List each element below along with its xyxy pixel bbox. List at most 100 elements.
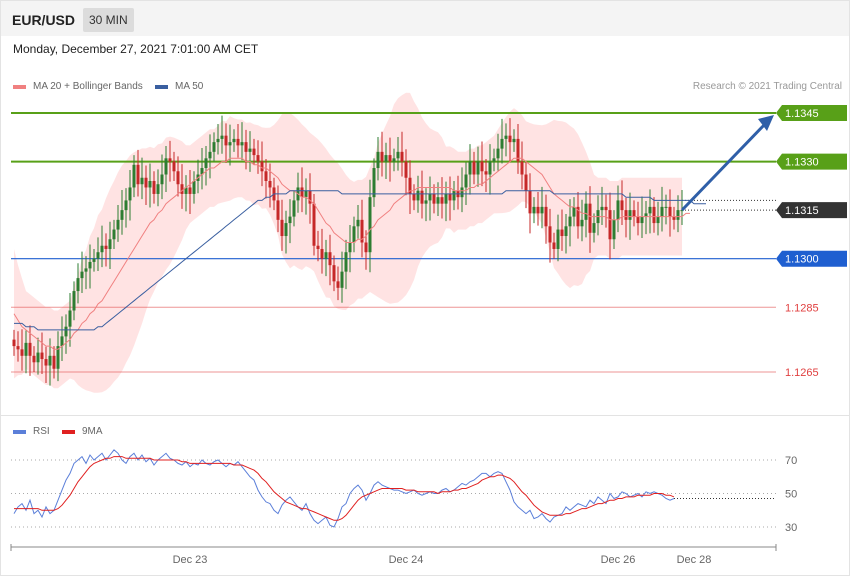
legend-ma20-label: MA 20 + Bollinger Bands [33,81,143,92]
candle-body [348,242,352,253]
candle-body [424,200,428,204]
candle-body [504,135,508,139]
x-tick-label: Dec 23 [173,554,208,566]
candle-body [68,310,72,327]
candle-body [476,161,480,175]
level-label-1.1315: 1.1315 [785,205,819,217]
forecast-arrow-shaft [680,121,768,212]
candle-body [584,203,588,220]
candle-body [72,291,76,311]
rsi-level-label-30: 30 [785,522,797,534]
legend-rsi: RSI [13,426,50,437]
candle-body [216,138,220,143]
legend-rsi-label: RSI [33,426,50,437]
candle-body [564,226,568,237]
candle-body [516,138,520,162]
candle-body [472,161,476,175]
candle-body [224,135,228,146]
level-label-1.1265: 1.1265 [785,367,819,379]
candle-body [240,142,244,146]
candle-body [40,352,44,360]
candle-body [480,161,484,172]
level-tag-1.1330 [776,153,847,170]
candle-body [84,268,88,272]
candle-body [520,161,524,175]
candle-body [640,216,644,224]
candle-body [488,161,492,175]
candle-body [544,206,548,227]
candle-body [264,171,268,181]
candle-body [388,155,392,162]
candle-body [460,187,464,198]
candle-body [308,190,312,204]
level-label-1.1300: 1.1300 [785,254,819,266]
candle-body [268,180,272,188]
candle-body [336,281,340,288]
candle-body [420,190,424,204]
candle-body [144,177,148,188]
candle-body [440,197,444,204]
candle-body [580,219,584,227]
candle-body [468,161,472,175]
candle-body [608,210,612,240]
candle-body [652,206,656,224]
rsi-level-label-50: 50 [785,489,797,501]
candle-body [316,245,320,249]
candle-body [452,190,456,201]
candle-body [532,206,536,214]
candle-body [416,190,420,201]
candle-body [444,193,448,204]
candle-body [128,187,132,201]
level-tag-1.1300 [776,250,847,267]
rsi-level-label-70: 70 [785,455,797,467]
candle-body [140,177,144,185]
candle-body [356,219,360,227]
candle-body [176,171,180,185]
candle-body [508,135,512,143]
candle-body [288,216,292,224]
level-label-1.1285: 1.1285 [785,302,819,314]
candle-body [200,168,204,175]
header-bar: EUR/USD 30 MIN [1,1,849,36]
candle-body [248,148,252,152]
candle-body [112,229,116,240]
candle-body [628,210,632,220]
rsi-line [13,449,675,528]
candle-body [328,252,332,266]
candle-body [512,138,516,143]
candle-body [76,278,80,292]
rsi-ma-swatch [62,429,75,434]
candle-body [568,216,572,227]
candle-body [28,342,32,356]
candle-body [412,193,416,201]
candle-body [136,164,140,185]
level-tag-1.1315 [776,202,847,219]
candle-body [484,171,488,175]
candle-body [368,197,372,253]
candle-body [524,174,528,191]
candle-body [96,252,100,259]
ma20-swatch [13,84,26,89]
candle-body [636,216,640,224]
candle-body [16,346,20,350]
candle-body [60,336,64,347]
ma50-swatch [155,84,168,89]
legend-rsi-ma: 9MA [62,426,103,437]
x-tick-label: Dec 26 [601,554,636,566]
candle-body [536,206,540,214]
candle-body [124,200,128,211]
candle-body [212,142,216,152]
candle-body [152,180,156,194]
candle-body [256,155,260,162]
candle-body [340,271,344,288]
candle-body [364,242,368,253]
candle-body [324,252,328,259]
candle-body [668,206,672,217]
candle-body [24,342,28,356]
ma20-line [13,157,690,350]
candle-body [164,158,168,175]
rsi-ma-line [14,456,675,521]
candle-body [408,177,412,194]
timeframe-badge[interactable]: 30 MIN [83,8,134,32]
candle-body [156,184,160,194]
